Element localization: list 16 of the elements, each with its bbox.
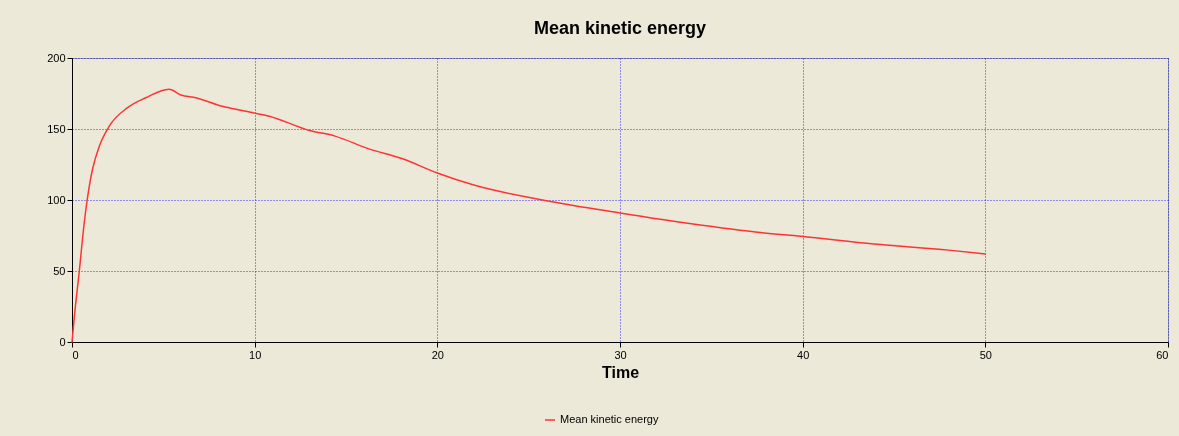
x-axis-title: Time xyxy=(601,363,640,381)
y-tick-label: 100 xyxy=(47,193,66,206)
y-tick-label: 0 xyxy=(59,335,66,348)
x-tick-label: 40 xyxy=(797,348,810,361)
x-tick-label: 50 xyxy=(979,348,992,361)
legend-label: Mean kinetic energy xyxy=(560,413,659,425)
y-tick-label: 50 xyxy=(53,264,66,277)
line-series xyxy=(71,88,987,343)
x-tick-label: 0 xyxy=(72,348,79,361)
x-tick-label: 60 xyxy=(1156,348,1169,361)
y-tick-label: 200 xyxy=(47,51,66,64)
x-tick-label: 20 xyxy=(431,348,444,361)
chart-title: Mean kinetic energy xyxy=(533,18,707,38)
y-tick-label: 150 xyxy=(47,122,66,135)
x-tick-label: 30 xyxy=(614,348,627,361)
x-tick-label: 10 xyxy=(249,348,262,361)
